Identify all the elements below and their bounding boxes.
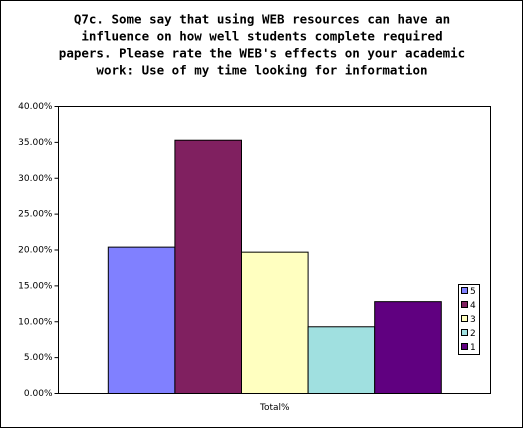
- y-tick-label: 35.00%: [18, 138, 53, 148]
- legend-swatch: [461, 287, 468, 294]
- y-tick-label: 10.00%: [18, 317, 53, 327]
- y-tick-label: 0.00%: [24, 389, 53, 399]
- y-tick-label: 20.00%: [18, 246, 53, 256]
- chart-title: papers. Please rate the WEB's effects on…: [59, 46, 465, 61]
- bar: [107, 246, 176, 394]
- y-tick-label: 15.00%: [18, 281, 53, 291]
- legend-label: 1: [470, 343, 476, 353]
- chart-title: Q7c. Some say that using WEB resources c…: [74, 12, 450, 27]
- legend-label: 5: [470, 287, 476, 297]
- legend-swatch: [461, 301, 468, 308]
- bar: [307, 326, 376, 394]
- legend-swatch: [461, 329, 468, 336]
- y-tick-label: 30.00%: [18, 174, 53, 184]
- x-tick-label: Total%: [259, 403, 290, 413]
- y-tick-label: 25.00%: [18, 210, 53, 220]
- bar: [241, 251, 309, 394]
- legend-label: 2: [470, 329, 476, 339]
- legend-swatch: [461, 315, 468, 322]
- legend-label: 4: [470, 301, 476, 311]
- y-tick-label: 40.00%: [18, 102, 53, 112]
- legend-label: 3: [470, 315, 476, 325]
- y-tick-label: 5.00%: [24, 353, 53, 363]
- chart-title: work: Use of my time looking for informa…: [96, 63, 427, 78]
- bar: [374, 301, 442, 394]
- legend-swatch: [461, 343, 468, 350]
- bar: [174, 139, 242, 394]
- chart-title: influence on how well students complete …: [81, 29, 442, 44]
